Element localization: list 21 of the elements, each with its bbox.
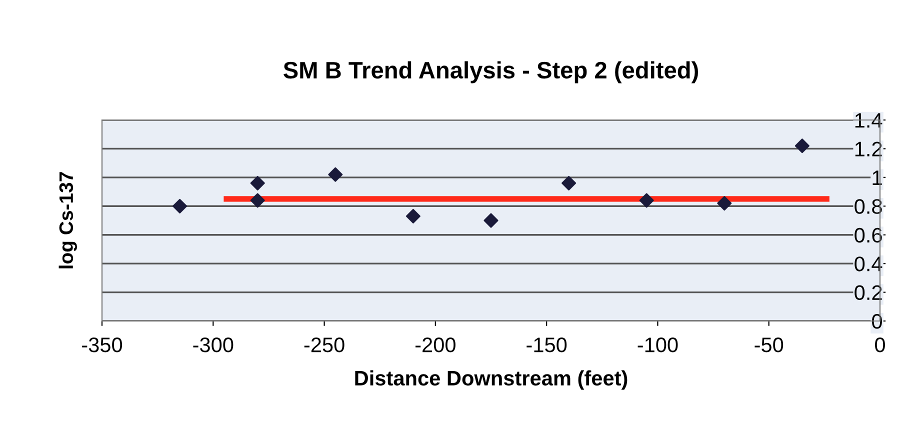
x-tick-label: -200 [416,338,456,352]
y-tick-label: 1 [872,170,882,185]
point [406,208,420,224]
x-tick-label: -50 [754,338,784,352]
chart-title: SM B Trend Analysis - Step 2 (edited) [284,61,698,84]
point [172,198,188,214]
point [328,167,343,182]
x-axis-title: Distance Downstream (feet) [355,370,628,390]
point [250,193,265,208]
point [562,176,576,190]
point [484,213,498,228]
y-axis-title: log Cs-137 [58,172,77,268]
x-tick-label: -350 [82,338,122,352]
x-tick-label: -150 [526,338,567,352]
point [794,138,810,154]
point [717,196,732,211]
point [250,176,265,190]
x-tick-label: -100 [638,338,678,352]
point [639,193,654,208]
x-tick-label: -300 [193,338,234,352]
x-tick-label: -250 [304,338,344,352]
